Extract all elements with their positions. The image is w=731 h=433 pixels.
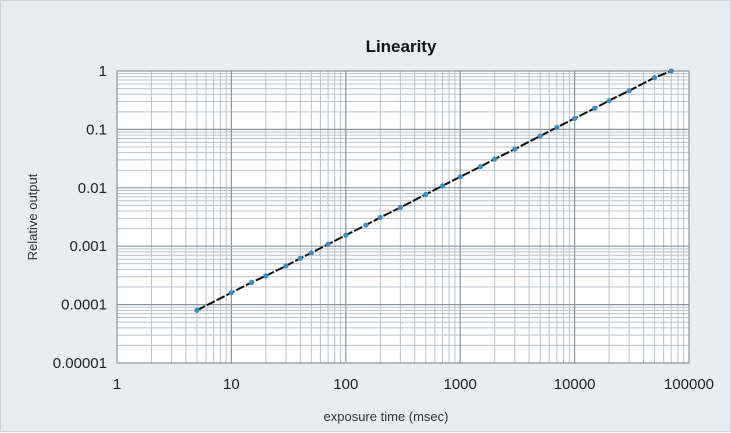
data-point (228, 290, 234, 296)
data-point (651, 75, 658, 81)
grid-minor (117, 71, 689, 363)
x-axis-title: exposure time (msec) (324, 409, 449, 424)
data-point (363, 222, 369, 228)
data-point (457, 174, 463, 180)
data-point (263, 273, 269, 279)
trend-line (196, 70, 672, 312)
data-point (668, 68, 674, 74)
x-tick-label: 100000 (664, 376, 714, 393)
y-tick-label: 0.1 (86, 121, 107, 138)
y-tick-label: 0.001 (69, 238, 107, 255)
data-point (626, 88, 632, 94)
data-point (606, 98, 612, 104)
x-tick-label: 10000 (554, 376, 596, 393)
data-point (343, 232, 349, 238)
y-tick-label: 0.00001 (53, 355, 107, 372)
data-point (572, 115, 578, 122)
data-point (397, 204, 403, 211)
data-point (537, 133, 543, 139)
y-axis-title: Relative output (25, 173, 40, 260)
x-tick-label: 1 (113, 376, 121, 393)
y-tick-label: 1 (99, 63, 107, 80)
data-point (477, 164, 483, 170)
series-line (196, 70, 672, 312)
x-tick-label: 1000 (444, 376, 477, 393)
y-tick-labels: 1 0.1 0.01 0.001 0.0001 0.00001 (53, 63, 107, 372)
x-tick-label: 10 (223, 376, 240, 393)
data-point (283, 263, 289, 269)
data-point (492, 156, 498, 162)
chart-title: Linearity (366, 37, 437, 56)
data-point (554, 124, 560, 131)
data-points (194, 68, 674, 313)
data-point (325, 241, 331, 247)
plot-area (116, 70, 690, 364)
data-point (194, 307, 200, 313)
x-tick-labels: 1 10 100 1000 10000 100000 (113, 376, 714, 393)
x-tick-label: 100 (333, 376, 358, 393)
data-point (308, 250, 314, 256)
y-tick-label: 0.01 (78, 180, 107, 197)
data-point (297, 255, 303, 261)
data-point (439, 183, 446, 189)
data-point (248, 279, 255, 285)
data-point (423, 191, 429, 198)
data-point (592, 105, 598, 111)
data-point (377, 214, 383, 221)
y-tick-label: 0.0001 (61, 297, 107, 314)
data-point (512, 146, 518, 152)
